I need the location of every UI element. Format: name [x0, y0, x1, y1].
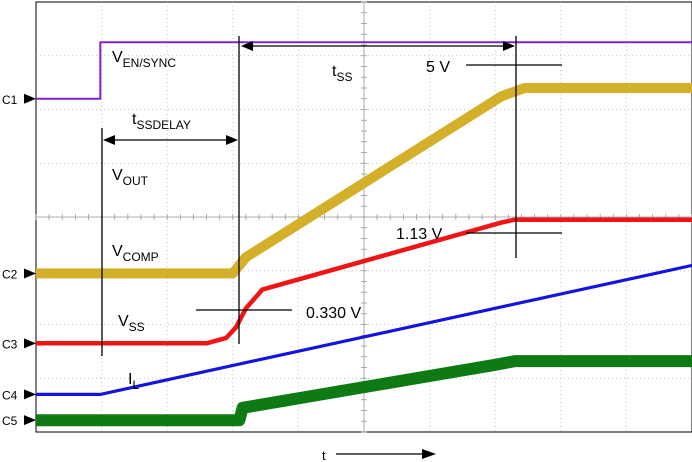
channel-marker-arrow: [24, 415, 36, 426]
v0330-label: 0.330 V: [306, 305, 361, 322]
vss-label: VSS: [118, 313, 145, 334]
channel-marker-c2: C2: [2, 267, 18, 281]
channel-marker-arrow: [24, 389, 36, 400]
channel-marker-c1: C1: [2, 93, 18, 107]
labels: VEN/SYNC tSS 5 V tSSDELAY VOUT VCOMP 1.1…: [112, 49, 450, 462]
channel-marker-arrow: [24, 268, 36, 279]
channel-marker-c5: C5: [2, 414, 18, 428]
grid: [35, 1, 692, 433]
channel-markers: C1 C2 C3 C4 C5: [2, 93, 36, 428]
tssdelay-arrowhead-left: [103, 135, 115, 145]
tssdelay-label: tSSDELAY: [132, 111, 191, 132]
x-axis-label: t: [322, 448, 326, 462]
trace-i-l: [36, 355, 692, 427]
tssdelay-arrowhead-right: [226, 135, 238, 145]
channel-marker-c3: C3: [2, 337, 18, 351]
x-axis-arrowhead: [422, 449, 436, 459]
tss-arrowhead-left: [241, 41, 253, 51]
vcomp-label: VCOMP: [112, 243, 159, 264]
five-v-label: 5 V: [426, 59, 450, 76]
tss-label: tSS: [332, 63, 352, 84]
trace-v-out: [36, 83, 692, 279]
traces: [36, 41, 692, 427]
annotations: [101, 36, 562, 356]
v-en-sync-label: VEN/SYNC: [112, 49, 176, 70]
vout-label: VOUT: [112, 167, 149, 188]
il-label: IL: [128, 371, 139, 392]
trace-v-comp: [36, 217, 692, 346]
tss-arrowhead-right: [503, 41, 515, 51]
trace-v-en-sync: [36, 41, 692, 100]
channel-marker-arrow: [24, 93, 36, 104]
channel-marker-c4: C4: [2, 388, 18, 402]
v113-label: 1.13 V: [396, 226, 443, 243]
channel-marker-arrow: [24, 338, 36, 349]
trace-v-ss: [36, 263, 692, 396]
